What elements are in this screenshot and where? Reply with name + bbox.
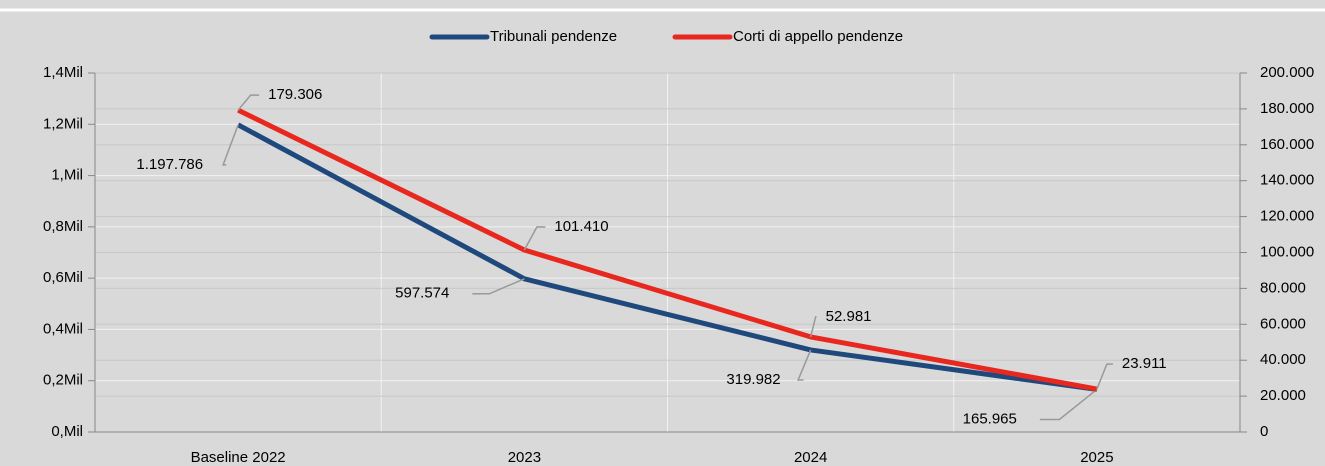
y2-tick-label: 140.000	[1260, 172, 1314, 189]
data-label: 52.981	[826, 308, 872, 325]
x-tick-label: 2025	[1080, 449, 1113, 466]
y-tick-label: 1,4Mil	[43, 64, 83, 81]
y-tick-label: 0,6Mil	[43, 269, 83, 286]
y2-tick-label: 100.000	[1260, 243, 1314, 260]
y2-tick-label: 180.000	[1260, 100, 1314, 117]
y2-tick-label: 40.000	[1260, 351, 1306, 368]
data-label: 101.410	[554, 218, 608, 235]
y2-tick-label: 60.000	[1260, 315, 1306, 332]
y-tick-label: 0,Mil	[51, 423, 83, 440]
y2-tick-label: 80.000	[1260, 279, 1306, 296]
y-tick-label: 0,4Mil	[43, 320, 83, 337]
line-series	[236, 122, 1098, 392]
y2-tick-label: 160.000	[1260, 136, 1314, 153]
data-label: 1.197.786	[136, 156, 203, 173]
leader-line	[1096, 363, 1113, 390]
x-tick-label: 2024	[794, 449, 827, 466]
y2-tick-label: 0	[1260, 423, 1268, 440]
y-tick-label: 1,2Mil	[43, 115, 83, 132]
data-label: 179.306	[268, 86, 322, 103]
leader-line	[222, 124, 239, 166]
y2-tick-label: 200.000	[1260, 64, 1314, 81]
data-label: 319.982	[726, 371, 780, 388]
data-label: 165.965	[963, 410, 1017, 427]
x-tick-label: Baseline 2022	[191, 449, 286, 466]
leader-line	[797, 349, 812, 381]
legend-label: Tribunali pendenze	[490, 28, 617, 45]
y2-tick-label: 120.000	[1260, 208, 1314, 225]
data-label: 597.574	[395, 285, 449, 302]
leader-line	[523, 226, 546, 251]
y2-tick-label: 20.000	[1260, 387, 1306, 404]
leader-line	[472, 278, 525, 295]
y-tick-label: 1,Mil	[51, 167, 83, 184]
y-tick-label: 0,2Mil	[43, 372, 83, 389]
x-tick-label: 2023	[508, 449, 541, 466]
legend-label: Corti di appello pendenze	[733, 28, 903, 45]
leader-line	[1039, 388, 1098, 421]
leader-line	[237, 94, 260, 111]
y-tick-label: 0,8Mil	[43, 218, 83, 235]
data-label: 23.911	[1122, 355, 1167, 372]
leader-line	[809, 316, 817, 338]
line-series	[237, 107, 1098, 392]
